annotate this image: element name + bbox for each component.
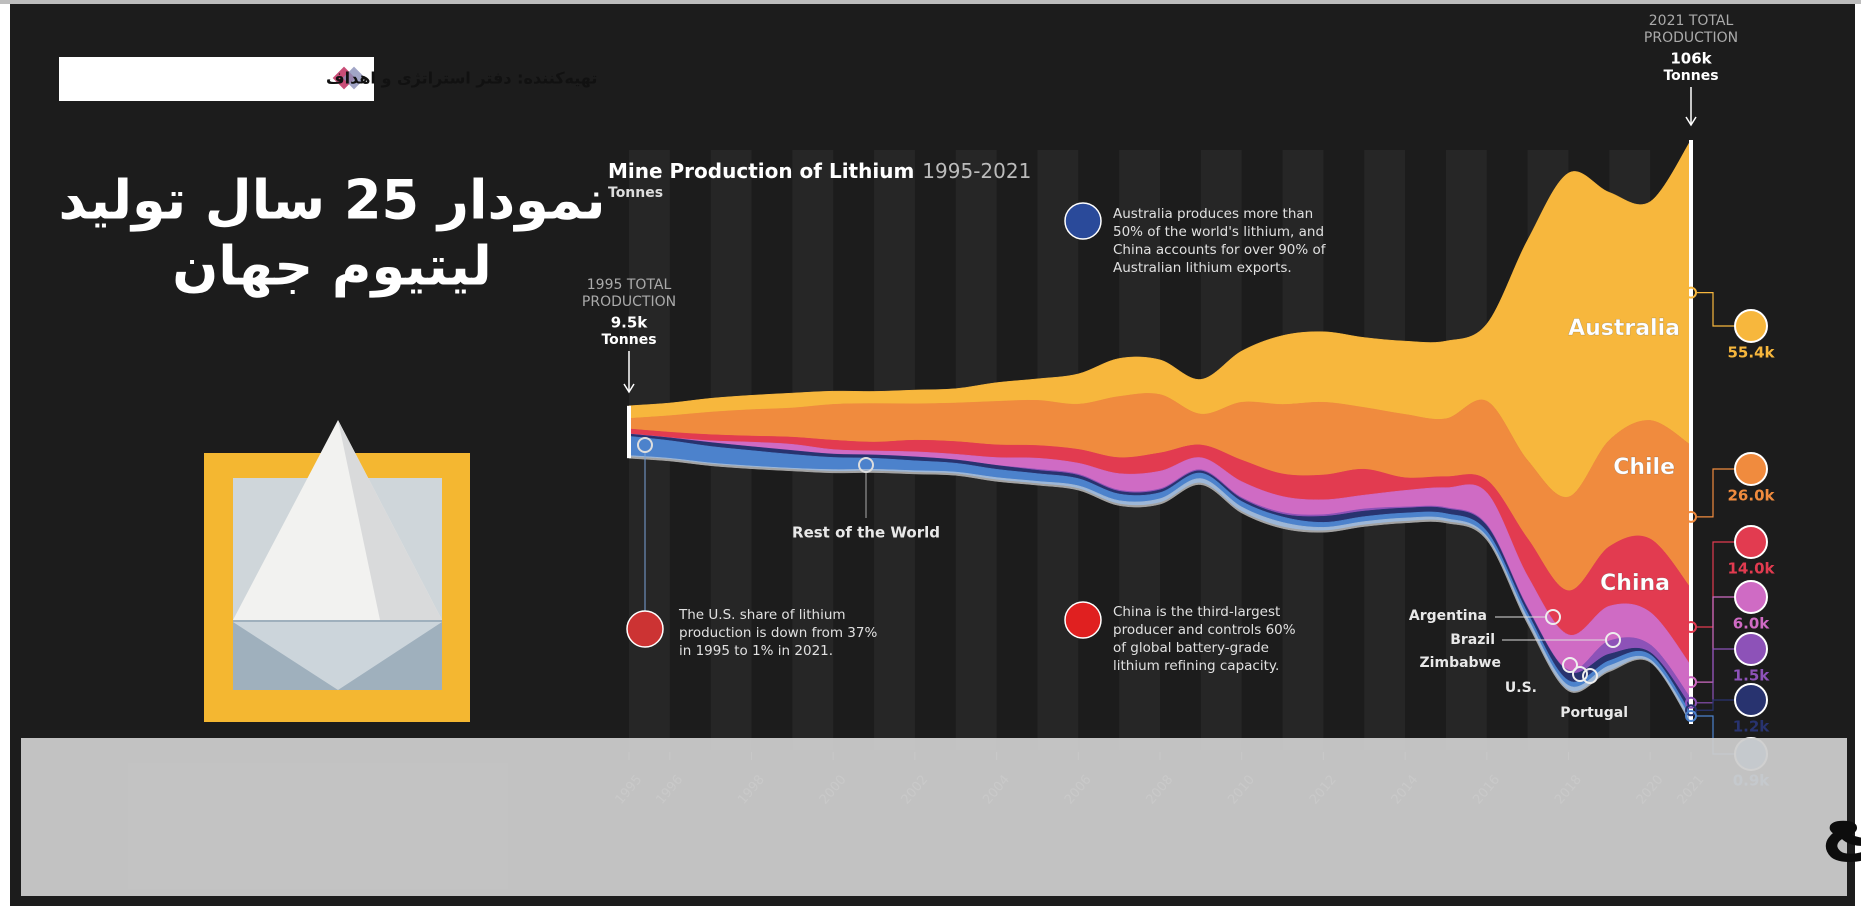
end-marker [1685, 621, 1697, 634]
start-total-label: 9.5k [611, 314, 649, 332]
start-total-bar [627, 405, 631, 459]
flag [1734, 632, 1768, 666]
end-value-label: 14.0k [1728, 560, 1776, 578]
start-caption: 1995 TOTAL [587, 277, 672, 293]
chart-title-main: Mine Production of Lithium [608, 159, 914, 183]
series-label: Chile [1613, 455, 1675, 480]
series-label: Argentina [1409, 608, 1487, 624]
flag [1734, 452, 1768, 486]
series-label: Zimbabwe [1420, 655, 1501, 671]
badge-logo [332, 66, 366, 90]
banner [21, 738, 1847, 896]
note-text: in 1995 to 1% in 2021. [679, 643, 833, 659]
series-label: China [1600, 571, 1670, 596]
note-text: of global battery-grade [1113, 640, 1269, 656]
end-value-label: 1.5k [1733, 667, 1771, 685]
chart-subtitle: Tonnes [608, 185, 663, 201]
note-text: Australia produces more than [1113, 206, 1313, 222]
logo-shape [342, 66, 366, 90]
note-flag [1064, 601, 1102, 639]
flag-connector [1697, 596, 1735, 683]
end-caption: PRODUCTION [1644, 30, 1738, 46]
flag [1734, 580, 1768, 614]
marker [858, 457, 874, 473]
marker [1605, 632, 1621, 648]
persian-title: لیتیوم جهان [172, 235, 492, 298]
flag-connector [1697, 699, 1735, 711]
end-marker [1685, 710, 1697, 723]
flag [1734, 309, 1768, 343]
note-text: Australian lithium exports. [1113, 260, 1292, 276]
marker [1562, 657, 1578, 673]
end-marker [1685, 676, 1697, 689]
note-text: China is the third-largest [1113, 604, 1280, 620]
end-value-label: 6.0k [1733, 615, 1771, 633]
arrow-head [623, 383, 635, 394]
flag [1734, 683, 1768, 717]
end-unit: Tonnes [1663, 68, 1718, 84]
note-text: producer and controls 60% [1113, 622, 1296, 638]
marker [1572, 666, 1588, 682]
note-text: production is down from 37% [679, 625, 877, 641]
flag-connector [1697, 541, 1735, 628]
end-marker [1685, 696, 1697, 709]
note-text: lithium refining capacity. [1113, 658, 1279, 674]
badge-text: تهیه‌کننده: دفتر استراتژی و اهداف [326, 69, 597, 88]
chart-title: Mine Production of Lithium 1995-2021 [608, 159, 1031, 183]
salt-photo [204, 420, 470, 722]
note-text: China accounts for over 90% of [1113, 242, 1327, 258]
start-caption: PRODUCTION [582, 294, 676, 310]
end-total-label: 106k [1670, 50, 1712, 68]
note-text: The U.S. share of lithium [678, 607, 846, 623]
flag-connector [1697, 468, 1735, 518]
top-rule [0, 0, 1861, 4]
persian-title: نمودار 25 سال تولید [58, 169, 605, 232]
series-label: Rest of the World [792, 524, 940, 542]
series-label: U.S. [1505, 680, 1537, 696]
chart-title-years: 1995-2021 [922, 159, 1031, 183]
streamgraph: 1995199619982000200220042006200820102012… [582, 13, 1776, 807]
marker [637, 437, 653, 453]
badge-box [59, 57, 374, 101]
end-value-label: 26.0k [1728, 487, 1776, 505]
flag-connector [1697, 648, 1735, 704]
end-caption: 2021 TOTAL [1649, 13, 1734, 29]
end-marker [1685, 704, 1697, 717]
end-total-bar [1689, 140, 1693, 724]
banner-title: لیتیوم، عنصر نقش‌آفرین در آینده صنایع [1822, 782, 1861, 863]
end-marker [1685, 286, 1697, 299]
flag [1734, 525, 1768, 559]
start-unit: Tonnes [601, 332, 656, 348]
marker [1545, 609, 1561, 625]
end-value-label: 55.4k [1728, 344, 1776, 362]
note-flag [1064, 202, 1102, 240]
salt-shade [338, 420, 442, 620]
note-flag [626, 610, 664, 648]
note-text: 50% of the world's lithium, and [1113, 224, 1324, 240]
end-marker [1685, 510, 1697, 523]
flag-connector [1697, 292, 1735, 327]
end-value-label: 1.2k [1733, 718, 1771, 736]
marker [1582, 668, 1598, 684]
arrow-head [1685, 116, 1697, 127]
series-label: Australia [1568, 316, 1680, 341]
series-label: Portugal [1560, 705, 1628, 721]
salt-reflection [233, 622, 442, 690]
series-label: Brazil [1450, 632, 1495, 648]
